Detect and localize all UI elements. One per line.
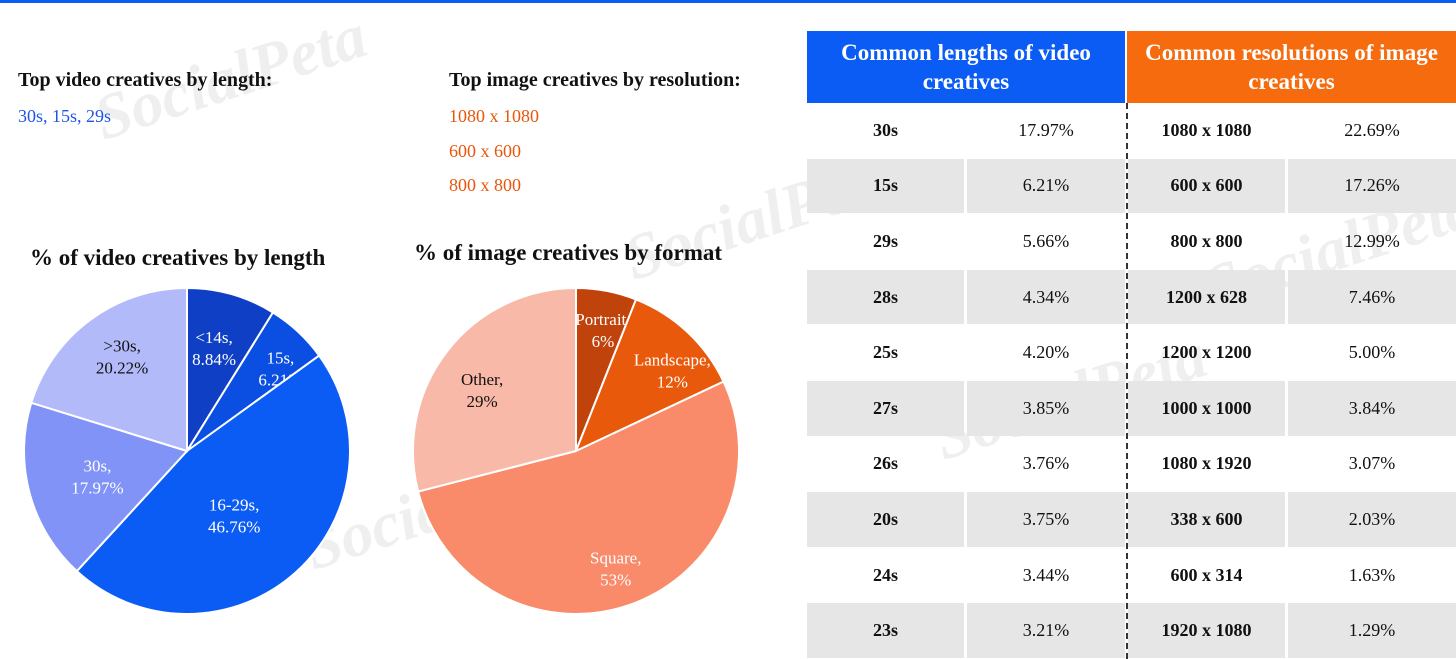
- pie-slice: [574, 298, 725, 453]
- pie-slice: [23, 401, 189, 573]
- pie-slice-label: 15s,: [266, 349, 294, 368]
- video-share-cell: 3.75%: [967, 492, 1125, 547]
- image-resolution-cell: 1920 x 1080: [1128, 603, 1285, 658]
- video-top-items: 30s, 15s, 29s: [18, 106, 112, 126]
- pie-slice-value: 17.97%: [71, 478, 123, 497]
- table-row: 15s 6.21% 600 x 600 17.26%: [807, 158, 1456, 214]
- image-resolution-cell: 800 x 800: [1170, 230, 1243, 251]
- video-share-cell: 3.21%: [967, 603, 1125, 658]
- image-resolution-cell: 1000 x 1000: [1128, 381, 1285, 436]
- video-pie-title: % of video creatives by length: [30, 245, 326, 270]
- resolutions-lengths-table: Common lengths of video creatives Common…: [807, 31, 1456, 659]
- image-share-cell: 22.69%: [1344, 119, 1400, 140]
- pie-slice-value: 20.22%: [96, 359, 148, 378]
- image-share-cell: 3.84%: [1288, 381, 1456, 436]
- image-resolution-cell: 1080 x 1920: [1161, 453, 1252, 474]
- table-row: 26s 3.76% 1080 x 1920 3.07%: [807, 437, 1456, 492]
- image-top-item: 1080 x 1080: [449, 106, 539, 126]
- video-length-cell: 20s: [807, 492, 964, 547]
- image-resolution-cell: 1200 x 628: [1128, 269, 1285, 325]
- pie-slice-label: Square,: [590, 548, 641, 567]
- video-share-cell: 3.85%: [967, 381, 1125, 436]
- image-top-list: 1080 x 1080 600 x 600 800 x 800: [449, 99, 539, 203]
- video-length-pie-chart: <14s,8.84% 15s,6.21%16-29s,46.76%30s,17.9…: [23, 286, 351, 615]
- pie-slice: [186, 286, 275, 455]
- pie-slice-label: 16-29s,: [209, 496, 260, 515]
- pie-slice-value: 12%: [657, 372, 688, 391]
- video-length-cell: 23s: [807, 603, 964, 658]
- table-row: 20s 3.75% 338 x 600 2.03%: [807, 492, 1456, 547]
- table-row: 24s 3.44% 600 x 314 1.63%: [807, 548, 1456, 603]
- pie-slice: [30, 286, 188, 453]
- video-length-cell: 25s: [872, 342, 898, 363]
- image-share-cell: 7.46%: [1288, 269, 1456, 325]
- pie-slice-label: >30s,: [103, 337, 140, 356]
- pie-slice-value: 29%: [467, 392, 498, 411]
- pie-slice: [412, 286, 577, 493]
- image-top-item: 600 x 600: [449, 140, 521, 161]
- table-row: 25s 4.20% 1200 x 1200 5.00%: [807, 325, 1456, 380]
- image-share-cell: 1.29%: [1288, 603, 1456, 658]
- image-resolution-cell: 1200 x 1200: [1161, 342, 1252, 363]
- video-share-cell: 4.20%: [1022, 342, 1070, 363]
- video-share-cell: 17.97%: [1018, 119, 1074, 140]
- video-length-cell: 30s: [872, 119, 898, 140]
- top-edge-strip: [0, 0, 1456, 3]
- video-length-cell: 27s: [807, 381, 964, 436]
- video-lengths-header: Common lengths of video creatives: [807, 31, 1125, 103]
- video-length-cell: 26s: [872, 453, 898, 474]
- image-pie-title: % of image creatives by format: [414, 240, 723, 265]
- image-top-heading: Top image creatives by resolution:: [449, 69, 741, 91]
- pie-slice-value: 53%: [600, 570, 631, 589]
- table-row: 29s 5.66% 800 x 800 12.99%: [807, 214, 1456, 269]
- pie-slice: [75, 354, 351, 615]
- image-share-cell: 5.00%: [1348, 342, 1396, 363]
- image-resolution-cell: 1080 x 1080: [1161, 119, 1252, 140]
- image-resolutions-header: Common resolutions of image creatives: [1127, 31, 1456, 103]
- image-share-cell: 1.63%: [1348, 564, 1396, 585]
- image-share-cell: 3.07%: [1348, 453, 1396, 474]
- pie-slice-label: Other,: [461, 370, 503, 389]
- pie-slice-label: Portrait,: [575, 310, 630, 329]
- table-row: 27s 3.85% 1000 x 1000 3.84%: [807, 381, 1456, 436]
- video-share-cell: 6.21%: [967, 158, 1125, 214]
- pie-slice-label: 30s,: [84, 456, 112, 475]
- image-resolution-cell: 338 x 600: [1128, 492, 1285, 547]
- image-share-cell: 17.26%: [1288, 158, 1456, 214]
- table-row: 30s 17.97% 1080 x 1080 22.69%: [807, 103, 1456, 158]
- pie-slice-value: 46.76%: [208, 518, 260, 537]
- video-share-cell: 4.34%: [967, 269, 1125, 325]
- image-resolution-cell: 600 x 600: [1128, 158, 1285, 214]
- pie-slice-value: 6%: [592, 332, 615, 351]
- video-length-cell: 29s: [872, 230, 898, 251]
- video-length-cell: 28s: [807, 269, 964, 325]
- image-share-cell: 2.03%: [1288, 492, 1456, 547]
- pie-slice-label: Landscape,: [634, 350, 711, 369]
- pie-slice: [416, 380, 740, 615]
- pie-slice-value: 8.84%: [192, 350, 236, 369]
- image-top-item: 800 x 800: [449, 175, 521, 195]
- video-top-heading: Top video creatives by length:: [18, 69, 273, 91]
- table-row: 28s 4.34% 1200 x 628 7.46%: [807, 269, 1456, 325]
- pie-slice-label: <14s,: [195, 328, 232, 347]
- image-resolution-cell: 600 x 314: [1170, 564, 1243, 585]
- video-share-cell: 3.44%: [1022, 564, 1070, 585]
- video-length-cell: 15s: [807, 158, 964, 214]
- video-length-cell: 24s: [872, 564, 898, 585]
- image-format-pie-chart: Portrait, 6% Landscape, 12% Square, 53% Other,…: [412, 286, 740, 615]
- table-column-divider: [1126, 103, 1128, 659]
- video-share-cell: 5.66%: [1022, 230, 1070, 251]
- image-share-cell: 12.99%: [1344, 230, 1400, 251]
- table-row: 23s 3.21% 1920 x 1080 1.29%: [807, 603, 1456, 658]
- video-share-cell: 3.76%: [1022, 453, 1070, 474]
